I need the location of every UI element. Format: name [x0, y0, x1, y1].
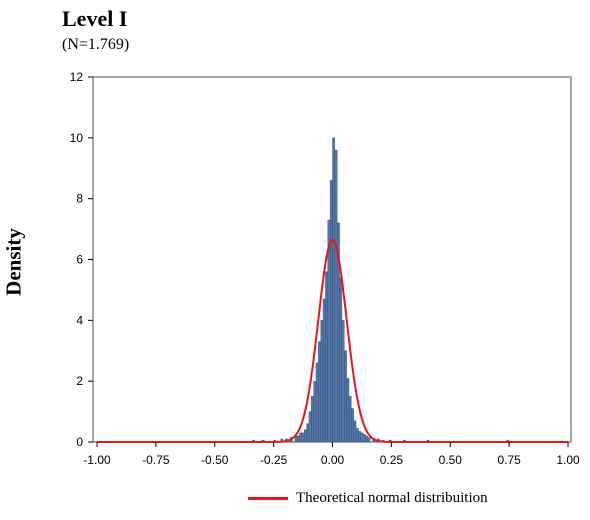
y-tick-label: 8: [76, 192, 83, 206]
histogram-bar: [332, 137, 336, 443]
histogram-bar: [325, 271, 328, 443]
x-tick-label: 1.00: [556, 453, 580, 467]
legend-line-swatch: [248, 497, 288, 500]
x-tick-label: 0.75: [497, 453, 521, 467]
histogram-bar: [296, 435, 300, 443]
histogram-bar: [339, 277, 343, 443]
histogram-bar: [367, 437, 371, 443]
histogram-bar: [320, 320, 324, 443]
x-axis: -1.00 -0.75 -0.50 -0.25 0.00 0.25 0.50 0.75 1.00: [83, 442, 580, 467]
chart-title: Level I: [62, 6, 128, 31]
histogram-bar: [322, 298, 326, 443]
histogram-bar: [348, 396, 352, 443]
histogram-bar: [313, 380, 317, 443]
y-tick-label: 4: [76, 313, 83, 327]
y-tick-label: 10: [70, 131, 84, 145]
histogram-bar: [365, 435, 369, 443]
histogram-bar: [360, 432, 364, 443]
y-tick-label: 2: [76, 374, 83, 388]
x-tick-label: -0.50: [201, 453, 229, 467]
histogram-bar: [362, 434, 366, 443]
histogram-bar: [311, 396, 314, 443]
histogram-bar: [299, 432, 303, 443]
x-tick-label: 0.00: [321, 453, 345, 467]
y-tick-label: 0: [76, 435, 83, 449]
histogram-bar: [329, 180, 333, 443]
y-axis: 0 2 4 6 8 10 12: [70, 70, 93, 449]
x-tick-label: -0.75: [142, 453, 170, 467]
histogram-bar: [341, 320, 345, 443]
y-tick-label: 12: [70, 70, 84, 84]
histogram-bar: [304, 429, 307, 443]
x-tick-label: -0.25: [260, 453, 288, 467]
normal-curve-line: [97, 238, 568, 443]
histogram-bar: [355, 428, 359, 443]
histogram-bar: [353, 420, 357, 443]
x-tick-label: 0.25: [380, 453, 404, 467]
histogram-bar: [346, 377, 350, 443]
y-tick-label: 6: [76, 253, 83, 267]
histogram-bar: [301, 432, 305, 443]
histogram-bar: [306, 423, 310, 443]
histogram-bar: [358, 431, 361, 443]
histogram-bar: [351, 408, 354, 443]
histogram-bar: [318, 341, 321, 443]
x-tick-label: -1.00: [83, 453, 111, 467]
histogram-bar: [334, 149, 338, 443]
x-tick-label: 0.50: [439, 453, 463, 467]
chart-subtitle: (N=1.769): [62, 36, 130, 53]
histogram-bar: [308, 411, 312, 443]
histogram-bar: [315, 362, 319, 443]
legend-label: Theoretical normal distribuition: [296, 490, 488, 506]
legend: Theoretical normal distribuition: [248, 490, 488, 507]
histogram-bar: [344, 350, 347, 443]
